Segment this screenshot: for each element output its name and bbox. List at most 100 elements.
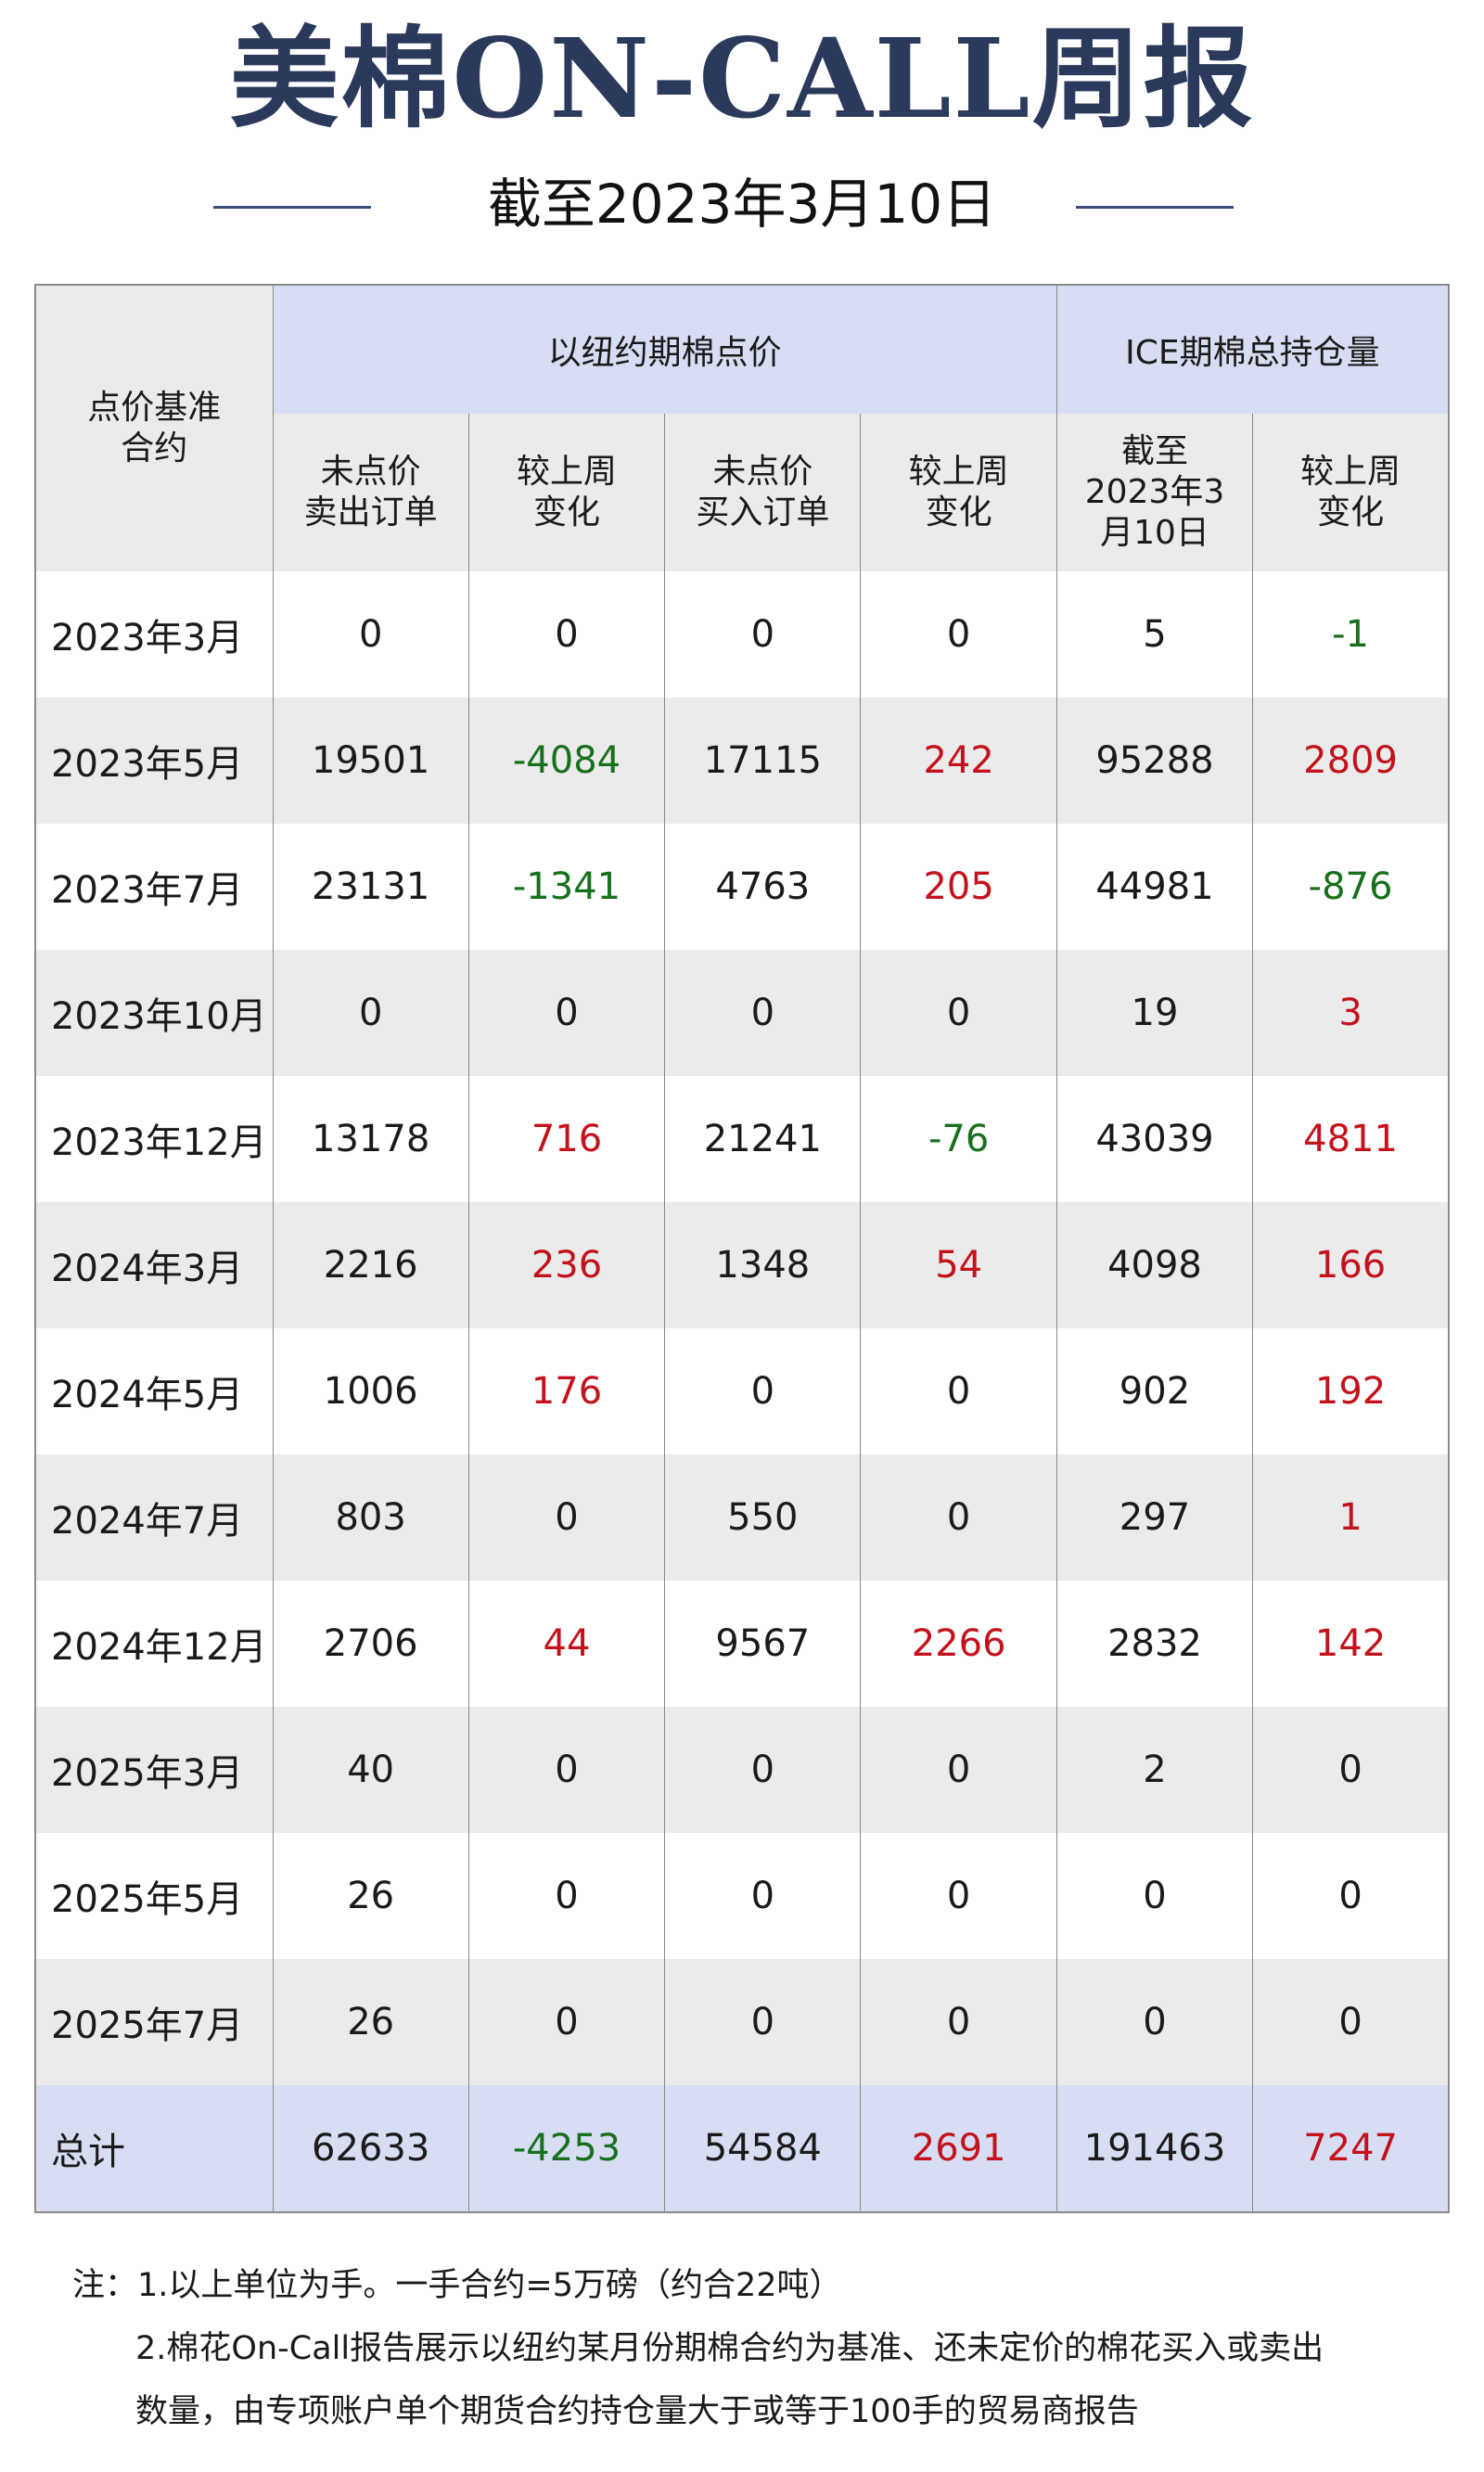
cell: 26: [272, 1833, 469, 1959]
cell: 0: [860, 1959, 1057, 2085]
row-label: 2025年7月: [34, 1959, 273, 2085]
cell: 205: [860, 824, 1057, 950]
cell: 0: [272, 950, 469, 1076]
cell: 19501: [272, 698, 469, 824]
table-row: 2024年3月 2216 236 1348 54 4098 166: [34, 1202, 1449, 1328]
cell: 44: [467, 1581, 665, 1707]
column-header: 较上周 变化: [1252, 414, 1449, 571]
cell: 9567: [664, 1581, 861, 1707]
cell: 0: [860, 571, 1057, 698]
cell: 13178: [272, 1076, 469, 1202]
note: 注：1.以上单位为手。一手合约=5万磅（约合22吨）: [72, 2267, 842, 2304]
cell: 26: [272, 1959, 469, 2085]
cell: -876: [1252, 824, 1449, 950]
table-row: 2024年5月 1006 176 0 0 902 192: [34, 1328, 1449, 1454]
data-table: 点价基准 合约 以纽约期棉点价 ICE期棉总持仓量 未点价 卖出订单 较上周 变化 未点价…: [34, 284, 1450, 2213]
table-row: 总计 62633 -4253 54584 2691 191463 7247: [34, 2085, 1449, 2212]
cell: 4098: [1055, 1202, 1253, 1328]
cell: 236: [467, 1202, 665, 1328]
cell: 0: [860, 1833, 1057, 1959]
header-row: 未点价 卖出订单 较上周 变化 未点价 买入订单 较上周 变化 截至 2023年3 月1…: [35, 414, 1449, 571]
cell: 2832: [1055, 1581, 1253, 1707]
cell: 242: [860, 698, 1057, 824]
cell: 0: [1252, 1833, 1449, 1959]
cell: 2: [1055, 1707, 1253, 1833]
table-row: 2023年5月 19501 -4084 17115 242 95288 2809: [34, 698, 1449, 824]
column-header: 未点价 买入订单: [664, 414, 861, 571]
cell: 95288: [1055, 698, 1253, 824]
cell: 0: [664, 1707, 861, 1833]
row-label: 总计: [34, 2085, 273, 2212]
cell: 191463: [1055, 2085, 1253, 2212]
row-label: 2024年5月: [34, 1328, 273, 1454]
cell: 0: [860, 950, 1057, 1076]
corner-header: 点价基准 合约: [34, 285, 273, 571]
cell: -1341: [467, 824, 665, 950]
cell: 0: [467, 571, 665, 698]
cell: 0: [664, 1328, 861, 1454]
cell: 0: [1252, 1707, 1449, 1833]
cell: 62633: [272, 2085, 469, 2212]
cell: 0: [1252, 1959, 1449, 2085]
cell: 2706: [272, 1581, 469, 1707]
cell: 0: [860, 1707, 1057, 1833]
table-row: 2023年12月 13178 716 21241 -76 43039 4811: [34, 1076, 1449, 1202]
decor-line: [1076, 206, 1234, 209]
table-row: 2025年5月 26 0 0 0 0 0: [34, 1833, 1449, 1959]
cell: 192: [1252, 1328, 1449, 1454]
cell: 0: [860, 1454, 1057, 1581]
table-row: 2023年10月 0 0 0 0 19 3: [34, 950, 1449, 1076]
cell: 0: [272, 571, 469, 698]
cell: 1006: [272, 1328, 469, 1454]
note: 2.棉花On-Call报告展示以纽约某月份期棉合约为基准、还未定价的棉花买入或卖…: [135, 2330, 1324, 2430]
cell: 43039: [1055, 1076, 1253, 1202]
row-label: 2023年3月: [34, 571, 273, 698]
cell: 0: [664, 571, 861, 698]
cell: 297: [1055, 1454, 1253, 1581]
cell: 803: [272, 1454, 469, 1581]
cell: 21241: [664, 1076, 861, 1202]
row-label: 2023年5月: [34, 698, 273, 824]
cell: 3: [1252, 950, 1449, 1076]
row-label: 2024年12月: [34, 1581, 273, 1707]
cell: 716: [467, 1076, 665, 1202]
group-header: ICE期棉总持仓量: [1055, 285, 1449, 414]
cell: -4084: [467, 698, 665, 824]
cell: 550: [664, 1454, 861, 1581]
cell: 0: [1055, 1959, 1253, 2085]
row-label: 2023年10月: [34, 950, 273, 1076]
cell: 0: [860, 1328, 1057, 1454]
cell: 0: [467, 1454, 665, 1581]
cell: 0: [467, 1833, 665, 1959]
cell: 54584: [664, 2085, 861, 2212]
cell: 0: [664, 950, 861, 1076]
cell: 0: [664, 1959, 861, 2085]
cell: 902: [1055, 1328, 1253, 1454]
cell: -76: [860, 1076, 1057, 1202]
row-label: 2023年12月: [34, 1076, 273, 1202]
cell: 0: [467, 1959, 665, 2085]
cell: 0: [1055, 1833, 1253, 1959]
column-header: 较上周 变化: [860, 414, 1057, 571]
cell: -1: [1252, 571, 1449, 698]
group-header: 以纽约期棉点价: [272, 285, 1057, 414]
cell: 40: [272, 1707, 469, 1833]
row-label: 2025年5月: [34, 1833, 273, 1959]
cell: -4253: [467, 2085, 665, 2212]
cell: 19: [1055, 950, 1253, 1076]
row-label: 2024年3月: [34, 1202, 273, 1328]
cell: 23131: [272, 824, 469, 950]
cell: 2266: [860, 1581, 1057, 1707]
cell: 0: [467, 950, 665, 1076]
cell: 142: [1252, 1581, 1449, 1707]
cell: 5: [1055, 571, 1253, 698]
cell: 4811: [1252, 1076, 1449, 1202]
column-header: 较上周 变化: [467, 414, 665, 571]
table-row: 2025年3月 40 0 0 0 2 0: [34, 1707, 1449, 1833]
header-row: 点价基准 合约 以纽约期棉点价 ICE期棉总持仓量: [34, 285, 1449, 571]
table-row: 2023年7月 23131 -1341 4763 205 44981 -876: [34, 824, 1449, 950]
table-row: 2024年7月 803 0 550 0 297 1: [34, 1454, 1449, 1581]
cell: 1: [1252, 1454, 1449, 1581]
notes: 注：1.以上单位为手。一手合约=5万磅（约合22吨） 2.棉花On-Call报告展…: [72, 2254, 1334, 2443]
cell: 176: [467, 1328, 665, 1454]
